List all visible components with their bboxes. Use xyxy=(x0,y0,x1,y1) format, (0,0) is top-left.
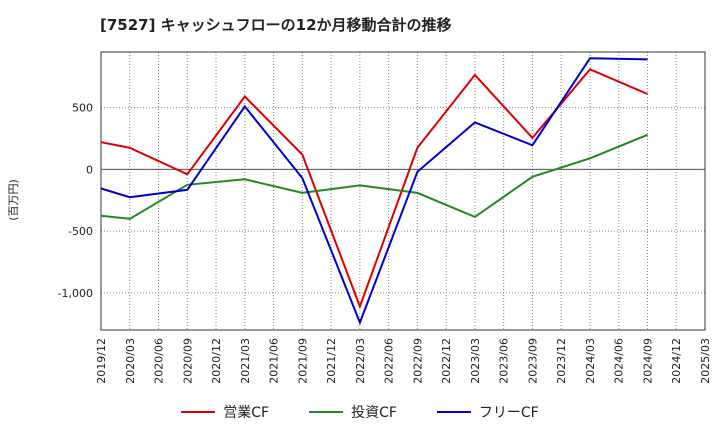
x-tick-label: 2021/12 xyxy=(325,338,338,384)
legend-item: フリーCF xyxy=(436,402,539,422)
legend-item: 営業CF xyxy=(181,402,269,422)
x-tick-label: 2022/03 xyxy=(354,338,367,384)
y-axis-label: (百万円) xyxy=(7,179,20,221)
x-tick-label: 2024/12 xyxy=(670,338,683,384)
y-tick-label: 500 xyxy=(72,102,93,115)
y-tick-label: 0 xyxy=(86,163,93,176)
x-tick-label: 2021/06 xyxy=(268,338,281,384)
x-tick-label: 2024/09 xyxy=(641,338,654,384)
x-tick-label: 2021/09 xyxy=(296,338,309,384)
x-tick-label: 2023/09 xyxy=(526,338,539,384)
plot-frame xyxy=(100,51,706,331)
y-tick-label: -500 xyxy=(68,225,93,238)
x-tick-label: 2024/06 xyxy=(613,338,626,384)
series-line xyxy=(100,57,648,326)
x-tick-label: 2024/03 xyxy=(584,338,597,384)
x-tick-label: 2023/03 xyxy=(469,338,482,384)
chart-title: [7527] キャッシュフローの12か月移動合計の推移 xyxy=(100,16,452,34)
y-tick-label: -1,000 xyxy=(58,287,93,300)
x-tick-label: 2020/12 xyxy=(210,338,223,384)
chart-legend: 営業CF 投資CF フリーCF xyxy=(0,402,720,422)
x-tick-label: 2020/03 xyxy=(124,338,137,384)
x-tick-label: 2020/06 xyxy=(153,338,166,384)
legend-label: フリーCF xyxy=(478,405,539,421)
series-line xyxy=(100,133,648,220)
x-tick-label: 2022/12 xyxy=(440,338,453,384)
x-tick-label: 2023/12 xyxy=(555,338,568,384)
x-tick-label: 2025/03 xyxy=(699,338,712,384)
legend-swatch xyxy=(309,411,344,413)
legend-label: 営業CF xyxy=(223,405,270,421)
legend-item: 投資CF xyxy=(309,402,397,422)
x-tick-label: 2022/06 xyxy=(383,338,396,384)
x-tick-label: 2021/03 xyxy=(239,338,252,384)
x-tick-label: 2020/09 xyxy=(181,338,194,384)
x-tick-label: 2022/09 xyxy=(411,338,424,384)
legend-label: 投資CF xyxy=(351,405,397,421)
x-tick-label: 2023/06 xyxy=(498,338,511,384)
legend-swatch xyxy=(436,411,471,413)
x-tick-label: 2019/12 xyxy=(95,338,108,384)
legend-swatch xyxy=(181,411,216,413)
